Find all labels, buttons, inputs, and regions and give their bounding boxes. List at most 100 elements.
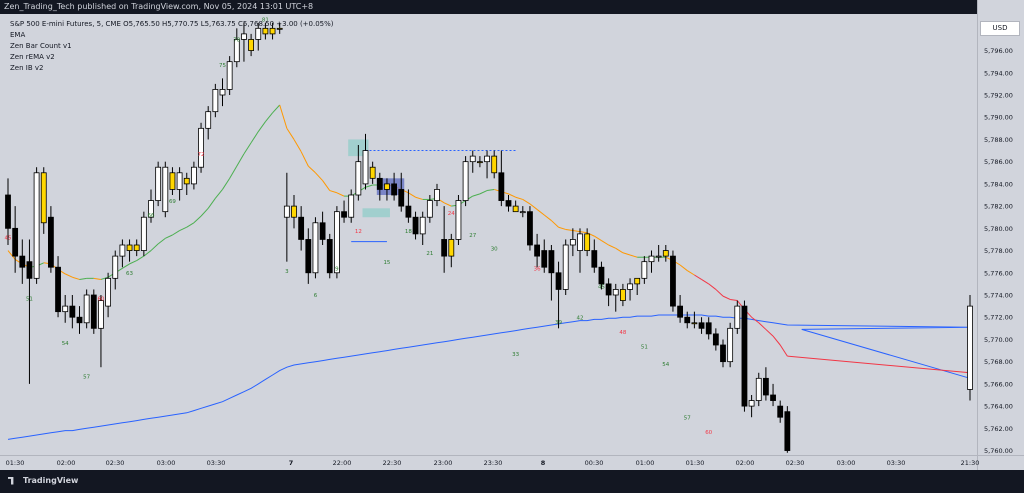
time-tick-label: 03:30 bbox=[887, 459, 906, 467]
price-axis[interactable] bbox=[977, 0, 1024, 455]
indicator-bar-count[interactable]: Zen Bar Count v1 bbox=[10, 42, 72, 50]
price-tick-label: 5,770.00 bbox=[984, 336, 1013, 344]
time-tick-label: 01:00 bbox=[636, 459, 655, 467]
candle-body bbox=[734, 305, 741, 329]
indicator-ema[interactable]: EMA bbox=[10, 31, 26, 39]
candle-body bbox=[69, 305, 76, 318]
bar-count-label: 81 bbox=[262, 18, 269, 24]
symbol-line[interactable]: S&P 500 E-mini Futures, 5, CME O5,765.50… bbox=[10, 20, 334, 28]
candle-body bbox=[319, 222, 326, 240]
ema-fast-segment bbox=[179, 226, 187, 232]
candle-body bbox=[755, 377, 762, 401]
ema-fast-segment bbox=[608, 244, 616, 249]
candle-body bbox=[691, 322, 698, 325]
bar-count-label: 57 bbox=[83, 374, 90, 380]
candle-body bbox=[441, 239, 448, 257]
teal-box-low bbox=[362, 208, 390, 218]
brand-label: TradingView bbox=[23, 476, 79, 485]
bar-count-label: 69 bbox=[169, 199, 176, 205]
candle-body bbox=[605, 283, 612, 296]
ema-fast-segment bbox=[772, 335, 781, 346]
ema-fast-segment bbox=[551, 220, 559, 228]
candle-body bbox=[48, 216, 54, 268]
ema-fast-segment bbox=[229, 165, 238, 179]
ema-fast-segment bbox=[257, 121, 266, 132]
ema-fast-segment bbox=[779, 344, 788, 357]
indicator-ib[interactable]: Zen IB v2 bbox=[10, 64, 44, 72]
candle-body bbox=[498, 172, 505, 201]
candle-body bbox=[777, 405, 784, 418]
candle-body bbox=[12, 227, 19, 257]
candle-body bbox=[698, 322, 705, 329]
bar-count-label: 18 bbox=[405, 229, 412, 235]
candle-body bbox=[670, 255, 676, 307]
candle-body bbox=[569, 239, 576, 246]
indicator-rema[interactable]: Zen rEMA v2 bbox=[10, 53, 55, 61]
time-axis[interactable] bbox=[0, 455, 977, 471]
price-tick-label: 5,768.00 bbox=[984, 358, 1013, 366]
candle-body bbox=[527, 211, 533, 246]
ema-fast-segment bbox=[243, 142, 252, 155]
price-tick-label: 5,786.00 bbox=[984, 158, 1013, 166]
candle-body bbox=[348, 194, 355, 218]
ema-fast-segment bbox=[250, 131, 259, 144]
ema-fast-segment bbox=[72, 276, 80, 280]
ema-fast-segment bbox=[322, 180, 331, 191]
candle-body bbox=[491, 155, 498, 174]
candle-body bbox=[205, 111, 212, 129]
bar-count-label: 45 bbox=[598, 284, 605, 290]
candle-body bbox=[226, 61, 233, 90]
candle-body bbox=[140, 216, 147, 251]
candle-body bbox=[369, 166, 376, 179]
candle-body bbox=[76, 316, 83, 324]
candle-body bbox=[763, 377, 769, 396]
time-tick-label: 01:30 bbox=[6, 459, 25, 467]
currency-button[interactable]: USD bbox=[980, 21, 1020, 36]
ema-fast-segment bbox=[143, 250, 152, 257]
candle-body bbox=[684, 316, 691, 324]
footer-bar bbox=[0, 470, 1024, 493]
legend: S&P 500 E-mini Futures, 5, CME O5,765.50… bbox=[10, 19, 334, 74]
candle-body bbox=[291, 205, 297, 218]
ema-fast-segment bbox=[686, 270, 695, 276]
ema-fast-segment bbox=[486, 188, 495, 192]
candle-body bbox=[648, 255, 655, 263]
candle-body bbox=[577, 233, 583, 251]
candle-body bbox=[584, 233, 591, 251]
ema-fast-segment bbox=[479, 190, 488, 195]
candle-body bbox=[662, 250, 669, 257]
time-tick-label: 02:00 bbox=[57, 459, 76, 467]
price-tick-label: 5,790.00 bbox=[984, 114, 1013, 122]
ema-fast-segment bbox=[279, 104, 288, 129]
candle-body bbox=[641, 261, 648, 279]
time-tick-label: 00:30 bbox=[585, 459, 604, 467]
ema-fast-segment bbox=[214, 189, 223, 199]
publisher-text: Zen_Trading_Tech published on TradingVie… bbox=[4, 2, 314, 11]
bar-count-label: 66 bbox=[148, 213, 155, 219]
candle-body bbox=[555, 272, 562, 290]
ema-fast-segment bbox=[79, 277, 87, 280]
candle-body bbox=[967, 305, 973, 390]
ema-fast-segment bbox=[765, 329, 774, 337]
bar-count-label: 78 bbox=[233, 38, 240, 44]
candle-body bbox=[305, 239, 312, 274]
candle-body bbox=[190, 166, 197, 185]
ema-fast-segment bbox=[586, 232, 595, 237]
tradingview-logo[interactable]: TradingView bbox=[8, 476, 78, 485]
plot-area[interactable] bbox=[0, 0, 977, 455]
candle-body bbox=[26, 261, 33, 279]
ema-fast-segment bbox=[186, 222, 195, 228]
candle-body bbox=[512, 205, 519, 213]
price-tick-label: 5,784.00 bbox=[984, 180, 1013, 188]
time-tick-label: 7 bbox=[289, 459, 294, 467]
candle-body bbox=[198, 127, 204, 168]
bar-count-label: 60 bbox=[705, 430, 712, 436]
candle-body bbox=[19, 255, 26, 268]
bar-count-label: 36 bbox=[534, 267, 541, 273]
ema-fast-segment bbox=[265, 112, 273, 122]
candle-body bbox=[784, 411, 791, 451]
candle-body bbox=[355, 161, 362, 196]
candle-body bbox=[255, 27, 262, 40]
candle-body bbox=[155, 166, 162, 201]
